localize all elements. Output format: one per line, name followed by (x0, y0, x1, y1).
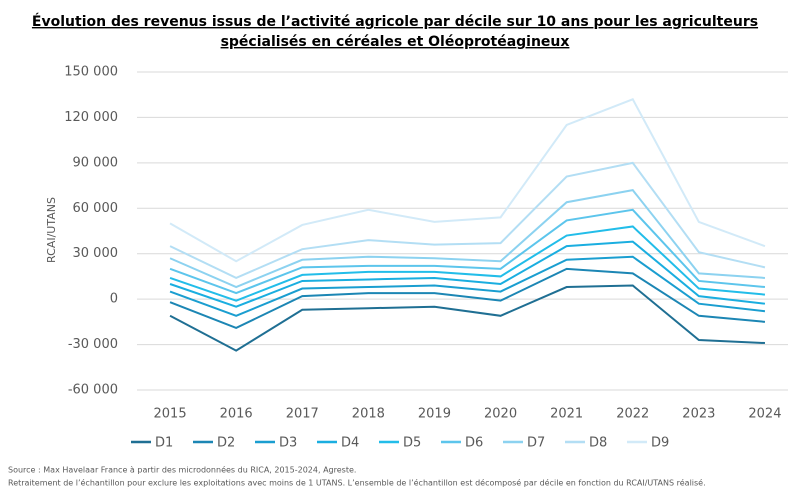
x-tick-label: 2024 (748, 407, 781, 422)
legend-label: D8 (589, 436, 607, 451)
series-line (169, 255, 766, 317)
chart-title: Évolution des revenus issus de l’activit… (32, 13, 758, 30)
y-tick-label: 120 000 (64, 110, 118, 125)
series-line (169, 225, 766, 302)
x-tick-label: 2019 (418, 407, 451, 422)
legend-label: D3 (279, 436, 297, 451)
y-tick-label: -30 000 (68, 337, 118, 352)
legend-label: D4 (341, 436, 359, 451)
chart-title: spécialisés en céréales et Oléoprotéagin… (221, 34, 570, 50)
series-line (169, 98, 766, 263)
legend-label: D1 (155, 436, 173, 451)
x-tick-label: 2015 (154, 407, 187, 422)
y-tick-label: 0 (110, 292, 118, 307)
x-tick-label: 2016 (220, 407, 253, 422)
legend-label: D6 (465, 436, 483, 451)
series-line (169, 284, 765, 352)
y-tick-label: 150 000 (64, 65, 118, 80)
series-line (169, 240, 766, 308)
legend-label: D5 (403, 436, 421, 451)
x-tick-label: 2018 (352, 407, 385, 422)
x-tick-label: 2021 (550, 407, 583, 422)
y-axis-label: RCAI/UTANS (45, 197, 58, 263)
series-line (169, 208, 766, 295)
x-tick-label: 2022 (616, 407, 649, 422)
series-line (169, 267, 766, 330)
legend-label: D9 (651, 436, 669, 451)
source: Source : Max Havelaar France à partir de… (8, 465, 356, 475)
series-line (169, 189, 766, 289)
legend-label: D2 (217, 436, 235, 451)
y-tick-label: -60 000 (68, 383, 118, 398)
y-tick-label: 30 000 (73, 246, 119, 261)
legend-label: D7 (527, 436, 545, 451)
series-line (169, 161, 766, 280)
x-tick-label: 2017 (286, 407, 319, 422)
y-tick-label: 60 000 (73, 201, 119, 216)
source: Retraitement de l’échantillon pour exclu… (8, 478, 706, 488)
x-tick-label: 2023 (682, 407, 715, 422)
x-tick-label: 2020 (484, 407, 517, 422)
y-tick-label: 90 000 (73, 155, 119, 170)
